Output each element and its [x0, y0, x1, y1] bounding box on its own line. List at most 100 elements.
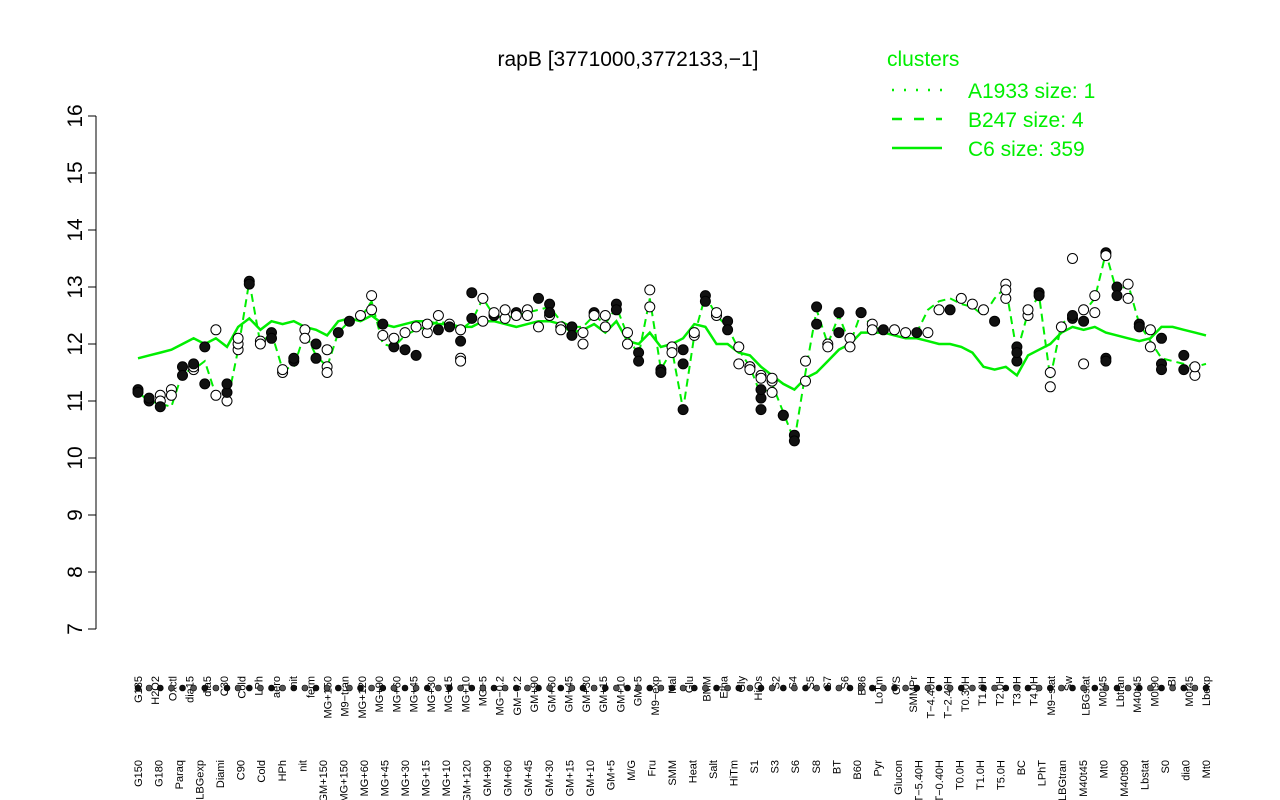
x-tick-label: LBGstat	[1080, 676, 1092, 716]
x-rug-mark	[957, 684, 965, 692]
x-rug-mark	[891, 684, 898, 692]
x-tick-label: M0t90	[1149, 676, 1161, 707]
x-tick-label: M40t90	[1119, 760, 1131, 797]
y-tick-label: 14	[64, 218, 87, 242]
data-point	[855, 307, 867, 319]
x-tick-label: HPh	[277, 760, 289, 781]
x-rug-mark	[1169, 684, 1176, 692]
x-tick-label: MG−0.2	[495, 676, 507, 715]
data-point	[444, 321, 455, 333]
data-point	[877, 324, 889, 336]
x-rug-mark	[924, 684, 932, 692]
legend: clusters A1933 size: 1 B247 size: 4 C6 siz…	[887, 48, 1095, 161]
x-rug-mark	[1013, 684, 1021, 692]
data-point	[555, 324, 567, 336]
data-point	[533, 292, 544, 304]
x-tick-label: GM+10	[585, 760, 597, 796]
x-tick-label: S0	[1160, 760, 1172, 773]
x-tick-label: MG+10	[460, 676, 472, 712]
data-point	[132, 386, 144, 398]
x-rug-mark	[791, 684, 798, 692]
y-tick-label: 12	[64, 332, 87, 355]
y-tick-label: 8	[64, 566, 87, 578]
data-point	[933, 304, 945, 316]
data-point	[154, 401, 166, 413]
data-point	[177, 369, 188, 381]
x-tick-label: dia5	[202, 676, 214, 697]
data-point	[199, 378, 211, 390]
x-tick-label: T5.0H	[996, 760, 1008, 790]
data-point	[188, 358, 200, 370]
x-rug-mark	[657, 684, 665, 692]
x-rug-mark	[379, 684, 387, 692]
x-tick-label: MG+15	[421, 760, 433, 796]
x-tick-label: nit	[297, 760, 309, 772]
x-tick-label: H2O2	[150, 676, 162, 705]
x-rug-mark	[646, 684, 654, 692]
x-axis-ticks: G135H2O2Oxctldia15dia5C30ColdLPhaeronitf…	[133, 675, 1213, 800]
x-tick-label: T2.0H	[994, 676, 1006, 706]
data-point	[1089, 290, 1101, 302]
data-point	[477, 292, 489, 304]
data-point	[310, 338, 322, 350]
x-rug-mark	[846, 684, 854, 692]
x-rug-mark	[334, 684, 342, 692]
data-point	[388, 332, 400, 344]
y-tick-label: 15	[64, 161, 87, 184]
x-rug-mark	[1091, 684, 1099, 692]
data-points	[132, 247, 1201, 447]
x-rug-mark	[802, 684, 809, 692]
data-point	[310, 352, 322, 364]
x-rug-mark	[535, 684, 542, 692]
data-point	[299, 332, 311, 344]
x-rug-mark	[423, 684, 431, 692]
x-rug-mark	[290, 684, 298, 692]
x-tick-label: GM+15	[598, 676, 610, 712]
x-rug-mark	[346, 684, 353, 692]
x-rug-mark	[702, 684, 709, 692]
x-rug-mark	[223, 684, 231, 692]
x-rug-mark	[435, 684, 442, 692]
data-point	[833, 307, 845, 319]
x-rug-mark	[757, 684, 765, 692]
x-rug-mark	[935, 684, 943, 692]
x-tick-label: T−5.40H	[914, 760, 926, 800]
data-point	[1011, 347, 1023, 359]
x-tick-label: LBGtran	[1057, 760, 1069, 800]
x-tick-label: GM−0.2	[512, 676, 524, 715]
data-point	[1078, 358, 1090, 370]
x-rug-mark	[1035, 684, 1043, 692]
y-tick-label: 10	[64, 446, 87, 469]
x-tick-label: T−2.40H	[943, 676, 955, 719]
x-rug-mark	[1191, 684, 1199, 692]
x-tick-label: M9−stat	[1046, 676, 1058, 715]
x-tick-label: MG+10	[441, 760, 453, 796]
data-point	[521, 310, 533, 321]
x-rug-mark	[134, 684, 142, 692]
data-point	[1122, 278, 1134, 290]
x-tick-label: T−0.40H	[934, 760, 946, 800]
x-rug-mark	[257, 684, 264, 692]
x-tick-label: Heat	[688, 760, 700, 783]
x-tick-label: MG+15	[443, 676, 455, 712]
x-tick-label: M40t45	[1132, 676, 1144, 713]
x-tick-label: ferm	[305, 676, 317, 698]
data-point	[1044, 367, 1056, 378]
data-point	[421, 318, 433, 330]
data-point	[1000, 284, 1012, 296]
x-rug-mark	[746, 684, 754, 692]
x-rug-mark	[501, 684, 509, 692]
x-rug-mark	[690, 684, 698, 692]
data-point	[744, 364, 756, 376]
x-rug-mark	[779, 684, 787, 692]
data-point	[755, 372, 767, 384]
data-point	[221, 378, 233, 390]
x-rug-mark	[590, 684, 598, 692]
data-point	[399, 344, 411, 356]
data-point	[711, 307, 722, 319]
data-point	[1133, 321, 1145, 333]
x-tick-label: S7	[822, 676, 834, 689]
x-rug-mark	[946, 684, 954, 692]
x-rug-mark	[524, 684, 531, 692]
x-rug-mark	[1202, 684, 1210, 692]
